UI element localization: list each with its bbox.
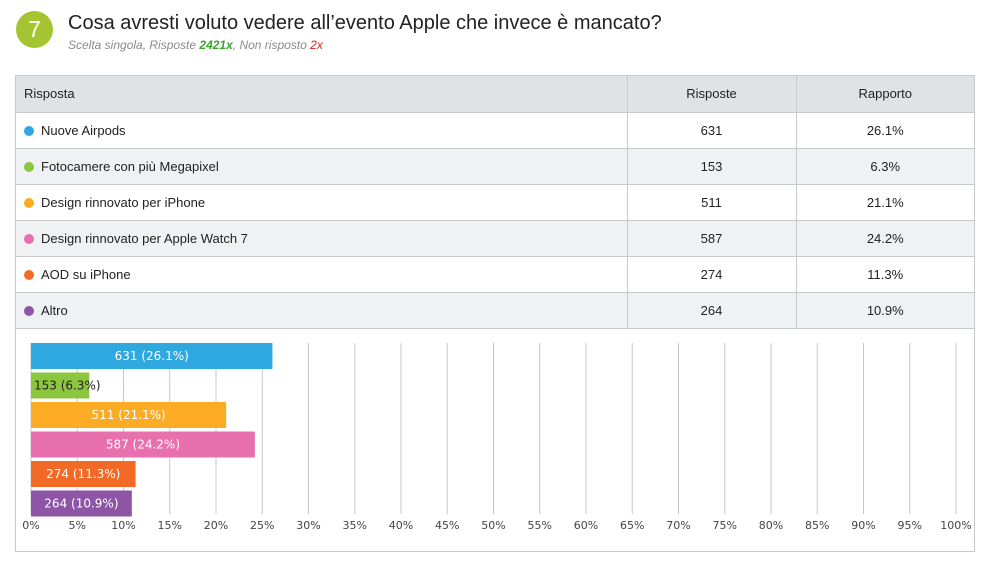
- ratio-cell: 26.1%: [795, 111, 974, 149]
- question-number-badge: 7: [16, 11, 53, 48]
- table-header-row: Risposta Risposte Rapporto: [16, 76, 974, 113]
- answer-cell: Altro: [16, 291, 628, 329]
- answer-cell: Nuove Airpods: [16, 111, 628, 149]
- question-number: 7: [28, 16, 41, 42]
- x-tick-label: 75%: [713, 519, 737, 532]
- color-dot-icon: [24, 305, 34, 316]
- results-table: Risposta Risposte Rapporto Nuove Airpods…: [16, 76, 974, 329]
- answer-cell: Design rinnovato per iPhone: [16, 183, 628, 221]
- results-panel: Risposta Risposte Rapporto Nuove Airpods…: [15, 75, 975, 552]
- color-dot-icon: [24, 269, 34, 280]
- ratio-cell: 21.1%: [795, 183, 974, 221]
- count-cell: 587: [626, 219, 797, 257]
- bar-chart: 0% 5% 10% 15% 20% 25% 30% 35% 40% 45% 50% 55% 60% 65%…: [22, 343, 972, 532]
- x-tick-label: 90%: [851, 519, 875, 532]
- header-risposta: Risposta: [16, 76, 628, 113]
- bar-label: 274 (11.3%): [46, 467, 120, 481]
- ratio-cell: 11.3%: [795, 255, 974, 293]
- question-meta: Scelta singola, Risposte 2421x, Non risp…: [68, 38, 323, 52]
- x-tick-label: 35%: [343, 519, 367, 532]
- meta-prefix: Scelta singola, Risposte: [68, 38, 200, 52]
- x-tick-label: 25%: [250, 519, 274, 532]
- question-title: Cosa avresti voluto vedere all’evento Ap…: [68, 12, 662, 34]
- ratio-cell: 24.2%: [795, 219, 974, 257]
- answer-label: Fotocamere con più Megapixel: [41, 158, 219, 174]
- table-row: AOD su iPhone 274 11.3%: [16, 255, 974, 293]
- answer-label: Altro: [41, 302, 68, 318]
- header-rapporto: Rapporto: [795, 76, 974, 113]
- bar-label: 631 (26.1%): [115, 349, 189, 363]
- color-dot-icon: [24, 161, 34, 172]
- bar: [31, 343, 273, 369]
- table-row: Design rinnovato per iPhone 511 21.1%: [16, 183, 974, 221]
- bar: [31, 490, 132, 517]
- color-dot-icon: [24, 197, 34, 208]
- x-tick-label: 70%: [666, 519, 690, 532]
- table-row: Fotocamere con più Megapixel 153 6.3%: [16, 147, 974, 185]
- answer-cell: Design rinnovato per Apple Watch 7: [16, 219, 628, 257]
- count-cell: 274: [626, 255, 797, 293]
- x-tick-label: 10%: [111, 519, 135, 532]
- x-tick-label: 100%: [940, 519, 971, 532]
- bar-label: 587 (24.2%): [106, 438, 180, 452]
- ratio-cell: 6.3%: [795, 147, 974, 185]
- x-tick-label: 5%: [69, 519, 86, 532]
- header-risposte: Risposte: [626, 76, 797, 113]
- table-row: Nuove Airpods 631 26.1%: [16, 111, 974, 149]
- x-tick-label: 65%: [620, 519, 644, 532]
- answers-count: 2421x: [199, 38, 233, 52]
- answer-label: Design rinnovato per Apple Watch 7: [41, 230, 248, 246]
- x-tick-label: 80%: [759, 519, 783, 532]
- answer-cell: Fotocamere con più Megapixel: [16, 147, 628, 185]
- x-tick-label: 20%: [204, 519, 228, 532]
- answer-label: Nuove Airpods: [41, 122, 126, 138]
- count-cell: 511: [626, 183, 797, 221]
- answer-cell: AOD su iPhone: [16, 255, 628, 293]
- count-cell: 153: [626, 147, 797, 185]
- table-body: Nuove Airpods 631 26.1% Fotocamere con più …: [16, 111, 974, 329]
- x-tick-label: 50%: [481, 519, 505, 532]
- meta-middle: , Non risposto: [232, 38, 311, 52]
- table-row: Design rinnovato per Apple Watch 7 587 24.…: [16, 219, 974, 257]
- color-dot-icon: [24, 233, 34, 244]
- x-tick-label: 95%: [898, 519, 922, 532]
- x-tick-label: 0%: [22, 519, 39, 532]
- x-tick-label: 40%: [389, 519, 413, 532]
- x-tick-label: 30%: [296, 519, 320, 532]
- x-tick-label: 85%: [805, 519, 829, 532]
- table-row: Altro 264 10.9%: [16, 291, 974, 329]
- bar-label: 264 (10.9%): [44, 497, 118, 511]
- x-tick-label: 55%: [528, 519, 552, 532]
- ratio-cell: 10.9%: [795, 291, 974, 329]
- bar: [31, 372, 90, 399]
- color-dot-icon: [24, 125, 34, 136]
- bar-label: 153 (6.3%): [34, 379, 101, 393]
- count-cell: 264: [626, 291, 797, 329]
- answer-label: Design rinnovato per iPhone: [41, 194, 206, 210]
- bar: [31, 402, 227, 428]
- x-tick-label: 15%: [158, 519, 182, 532]
- bar: [31, 461, 136, 487]
- bar: [31, 431, 255, 458]
- x-tick-label: 60%: [574, 519, 598, 532]
- unanswered-count: 2x: [310, 38, 323, 52]
- bar-label: 511 (21.1%): [91, 408, 165, 422]
- answer-label: AOD su iPhone: [41, 266, 131, 282]
- count-cell: 631: [626, 111, 797, 149]
- x-tick-label: 45%: [435, 519, 459, 532]
